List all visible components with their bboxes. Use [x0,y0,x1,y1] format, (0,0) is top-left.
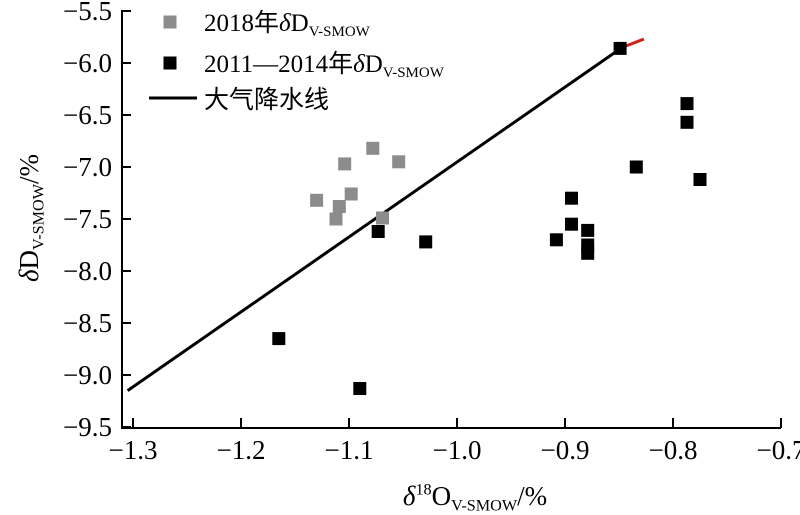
x-tick-label: −1.3 [109,435,158,465]
y-tick-label: −8.5 [63,308,112,338]
y-tick-label: −7.0 [63,152,112,182]
text-part: 大气降水线 [204,86,329,114]
text-part: D [291,10,309,37]
y-tick-label: −5.5 [63,0,112,26]
data-point-2011-2014 [419,235,433,249]
y-tick-label: −8.0 [63,256,112,286]
text-part: δ [353,51,365,78]
y-tick-label: −9.5 [63,412,112,442]
text-part: V-SMOW [309,24,371,40]
data-point-2011-2014 [549,233,563,247]
y-axis-title: δDV-SMOW/% [14,154,47,282]
data-point-2018 [392,155,406,169]
data-point-2011-2014 [371,225,385,238]
text-part: 2011—2014年 [204,50,353,78]
data-point-2018 [338,157,352,171]
legend-label: 大气降水线 [204,86,329,114]
y-tick-label: −6.5 [63,100,112,130]
data-point-2011-2014 [581,246,595,260]
data-point-2018 [310,193,324,207]
x-tick-label: −1.0 [433,435,482,465]
y-tick-label: −7.5 [63,204,112,234]
data-point-2011-2014 [581,223,595,237]
text-part: /% [517,481,547,511]
x-tick-label: −1.2 [217,435,266,465]
meteoric-water-line [126,46,624,392]
data-point-2011-2014 [629,160,643,174]
text-part: 18 [415,481,431,499]
legend-label: 2011—2014年δDV-SMOW [204,50,445,81]
text-part: O [432,481,452,511]
x-tick-label: −0.8 [649,435,698,465]
data-point-2011-2014 [613,41,627,55]
legend-marker-square [163,56,177,70]
y-tick-label: −9.0 [63,360,112,390]
data-point-2011-2014 [693,173,707,186]
text-part: δ [403,481,416,511]
text-part: 2018年 [204,9,279,37]
data-point-2011-2014 [680,115,694,129]
data-point-2011-2014 [680,97,694,111]
text-part: V-SMOW [383,65,445,81]
x-tick-label: −0.9 [541,435,590,465]
text-part: V-SMOW [29,183,47,250]
data-point-2011-2014 [272,332,286,346]
legend-label: 2018年δDV-SMOW [204,9,371,40]
text-part: δ [279,10,291,37]
data-point-2011-2014 [565,191,578,205]
data-point-2018 [332,200,346,213]
text-part: /% [14,154,44,184]
data-point-2011-2014 [565,217,578,231]
x-tick-label: −0.7 [757,435,800,465]
data-point-2018 [329,212,343,226]
data-point-2011-2014 [353,382,367,395]
text-part: D [365,51,383,78]
x-tick-label: −1.1 [325,435,374,465]
data-point-2018 [344,187,358,201]
data-point-2018 [376,211,389,225]
text-part: D [14,250,44,270]
y-tick-label: −6.0 [63,48,112,78]
text-part: δ [14,269,44,282]
legend-marker-square [163,15,177,29]
text-part: V-SMOW [451,496,518,514]
data-point-2018 [366,141,380,155]
x-axis-title: δ18OV-SMOW/% [403,481,547,515]
